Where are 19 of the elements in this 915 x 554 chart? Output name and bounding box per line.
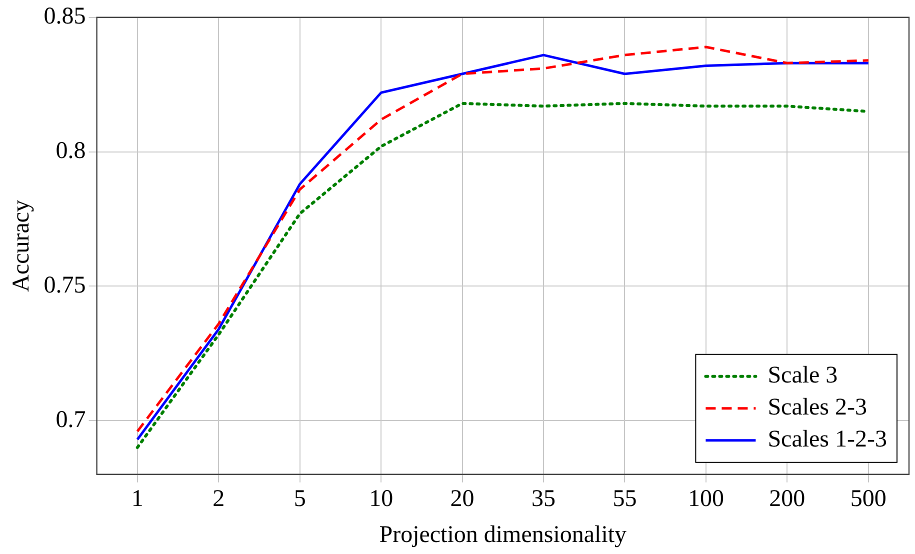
- x-tick-label: 500: [850, 486, 886, 512]
- y-tick-label: 0.7: [56, 406, 86, 433]
- y-axis-title: Accuracy: [8, 200, 35, 292]
- x-tick-label: 10: [369, 486, 394, 512]
- x-tick-label: 20: [450, 486, 474, 512]
- y-tick-label: 0.8: [56, 138, 86, 164]
- x-tick-label: 200: [769, 486, 806, 512]
- x-tick-label: 35: [532, 486, 556, 512]
- legend-label: Scale 3: [768, 362, 838, 389]
- x-tick-label: 55: [612, 486, 637, 512]
- x-axis-title: Projection dimensionality: [379, 522, 627, 548]
- y-tick-label: 0.85: [44, 4, 86, 30]
- x-tick-label: 1: [131, 486, 144, 512]
- x-tick-label: 5: [294, 486, 306, 512]
- x-tick-label: 2: [212, 486, 225, 512]
- legend-label: Scales 2-3: [768, 394, 868, 421]
- x-tick-label: 100: [688, 486, 724, 512]
- legend-label: Scales 1-2-3: [768, 426, 887, 453]
- y-tick-label: 0.75: [44, 272, 86, 299]
